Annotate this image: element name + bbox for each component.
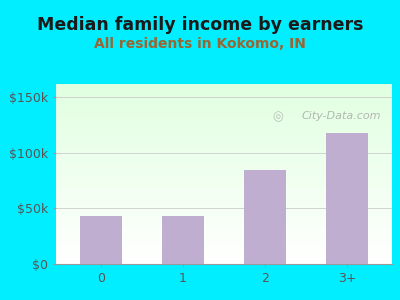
Bar: [80, 216, 122, 264]
Text: Median family income by earners: Median family income by earners: [37, 16, 363, 34]
Bar: [162, 216, 204, 264]
Bar: [244, 169, 286, 264]
Text: ◎: ◎: [272, 110, 283, 123]
Text: City-Data.com: City-Data.com: [301, 111, 381, 122]
Text: All residents in Kokomo, IN: All residents in Kokomo, IN: [94, 38, 306, 52]
Bar: [326, 133, 368, 264]
